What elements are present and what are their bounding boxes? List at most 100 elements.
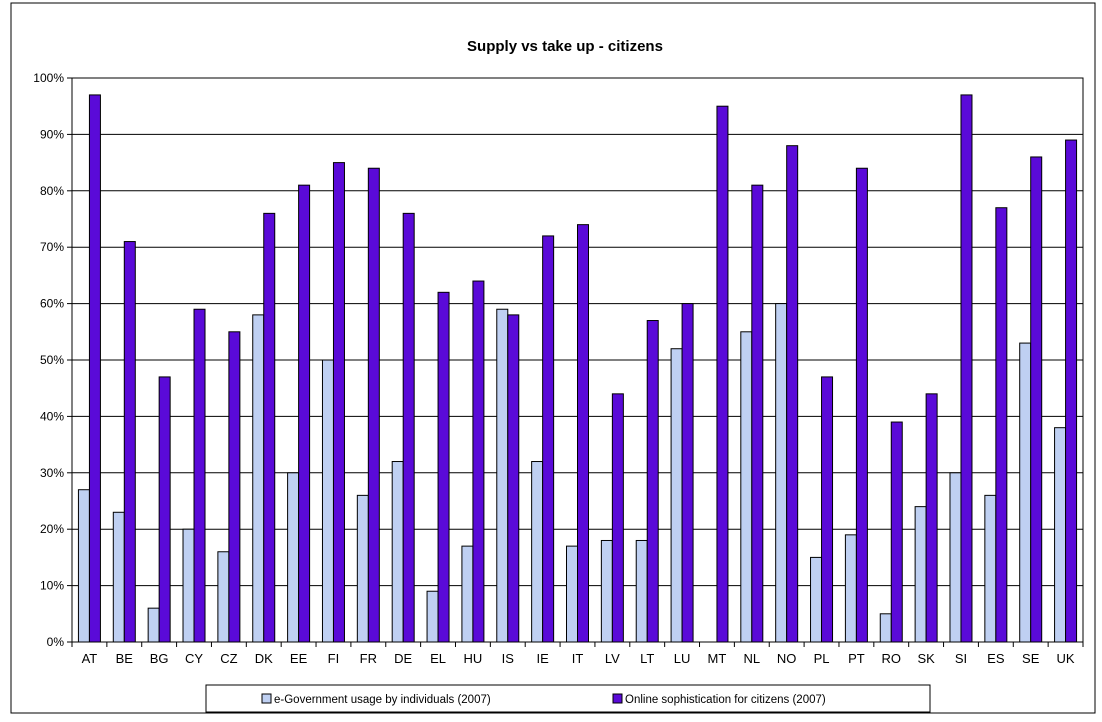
bars-group xyxy=(77,94,1078,643)
bar-online-sophistication xyxy=(786,145,799,643)
bar-egov-usage xyxy=(1019,342,1032,643)
bar-online-sophistication xyxy=(821,376,834,643)
chart-title: Supply vs take up - citizens xyxy=(467,38,663,55)
legend-box xyxy=(205,684,931,713)
x-tick-label: IS xyxy=(502,651,515,666)
x-tick-label: SK xyxy=(917,651,935,666)
bar-online-sophistication xyxy=(158,376,171,643)
bar-egov-usage xyxy=(252,314,265,643)
bar-online-sophistication xyxy=(716,105,729,643)
x-tick-label: BG xyxy=(150,651,169,666)
bar-egov-usage xyxy=(879,613,892,643)
x-tick-label: CZ xyxy=(220,651,237,666)
bar-egov-usage xyxy=(635,539,648,643)
bar-online-sophistication xyxy=(332,162,345,643)
x-tick-label: CY xyxy=(185,651,203,666)
bar-online-sophistication xyxy=(507,314,520,643)
bar-online-sophistication xyxy=(611,393,624,643)
x-tick-label: FI xyxy=(328,651,340,666)
bar-online-sophistication xyxy=(855,167,868,643)
bar-online-sophistication xyxy=(123,241,136,643)
y-tick-label: 80% xyxy=(40,184,64,198)
bar-online-sophistication xyxy=(577,224,589,643)
x-tick-label: PL xyxy=(814,651,830,666)
y-axis-ticks: 0% 10% 20% 30% 40% 50% 60% 70% 80% 90% 100% xyxy=(33,71,72,649)
x-tick-label: NL xyxy=(743,651,760,666)
bar-online-sophistication xyxy=(263,212,276,643)
bar-egov-usage xyxy=(77,489,90,643)
bar-online-sophistication xyxy=(402,212,415,643)
x-tick-label: LU xyxy=(674,651,691,666)
x-tick-label: HU xyxy=(464,651,483,666)
bar-egov-usage xyxy=(217,551,230,643)
x-tick-label: LT xyxy=(640,651,654,666)
x-tick-label: SI xyxy=(955,651,967,666)
bar-online-sophistication xyxy=(890,421,903,643)
x-tick-label: EE xyxy=(290,651,308,666)
bar-egov-usage xyxy=(984,494,997,643)
bar-egov-usage xyxy=(461,545,474,643)
x-tick-label: DK xyxy=(255,651,273,666)
bar-online-sophistication xyxy=(193,308,206,643)
bar-egov-usage xyxy=(321,359,334,643)
x-tick-label: MT xyxy=(708,651,727,666)
y-tick-label: 90% xyxy=(40,127,64,141)
legend-label: Online sophistication for citizens (2007… xyxy=(625,694,826,706)
x-tick-label: LV xyxy=(605,651,620,666)
bar-egov-usage xyxy=(775,303,788,643)
y-tick-label: 20% xyxy=(40,522,64,536)
bar-egov-usage xyxy=(844,534,857,643)
bar-egov-usage xyxy=(531,461,544,643)
bar-online-sophistication xyxy=(437,291,450,643)
bar-online-sophistication xyxy=(995,207,1008,643)
bar-egov-usage xyxy=(496,308,509,643)
x-tick-label: DE xyxy=(394,651,412,666)
bar-online-sophistication xyxy=(1065,139,1078,643)
legend-label: e-Government usage by individuals (2007) xyxy=(274,694,491,706)
x-tick-label: FR xyxy=(360,651,377,666)
y-tick-label: 40% xyxy=(40,409,64,423)
x-axis-ticks: AT BE BG CY CZ DK EE FI FR DE EL HU IS IE IT LV LT LU MT NL… xyxy=(71,642,1084,666)
y-tick-label: 30% xyxy=(40,466,64,480)
x-tick-label: AT xyxy=(82,651,98,666)
y-tick-label: 70% xyxy=(40,240,64,254)
bar-egov-usage xyxy=(182,528,195,643)
x-tick-label: IE xyxy=(536,651,549,666)
x-tick-label: NO xyxy=(777,651,797,666)
x-tick-label: RO xyxy=(882,651,902,666)
y-tick-label: 50% xyxy=(40,353,64,367)
legend-swatch xyxy=(261,693,272,704)
bar-online-sophistication xyxy=(751,184,764,643)
bar-egov-usage xyxy=(566,545,578,643)
x-tick-label: PT xyxy=(848,651,865,666)
x-tick-label: IT xyxy=(572,651,584,666)
bar-online-sophistication xyxy=(542,235,555,643)
bar-online-sophistication xyxy=(925,393,938,643)
bar-egov-usage xyxy=(391,461,404,643)
bar-online-sophistication xyxy=(681,303,694,643)
y-tick-label: 0% xyxy=(47,635,65,649)
x-tick-label: SE xyxy=(1022,651,1040,666)
bar-egov-usage xyxy=(112,511,125,643)
bar-egov-usage xyxy=(1054,427,1067,643)
bar-egov-usage xyxy=(740,331,753,643)
bar-online-sophistication xyxy=(960,94,973,643)
bar-egov-usage xyxy=(810,556,823,643)
bar-egov-usage xyxy=(670,348,683,643)
bar-egov-usage xyxy=(426,590,439,643)
axes xyxy=(71,78,1083,643)
x-tick-label: ES xyxy=(987,651,1005,666)
y-tick-label: 100% xyxy=(33,71,64,85)
bar-egov-usage xyxy=(147,607,160,643)
x-tick-label: EL xyxy=(430,651,446,666)
x-tick-label: UK xyxy=(1057,651,1075,666)
bar-online-sophistication xyxy=(472,280,485,643)
bar-egov-usage xyxy=(949,472,962,643)
bar-egov-usage xyxy=(287,472,300,643)
bar-egov-usage xyxy=(914,506,927,643)
bar-egov-usage xyxy=(356,494,369,643)
bar-online-sophistication xyxy=(228,331,241,643)
x-tick-label: BE xyxy=(116,651,134,666)
